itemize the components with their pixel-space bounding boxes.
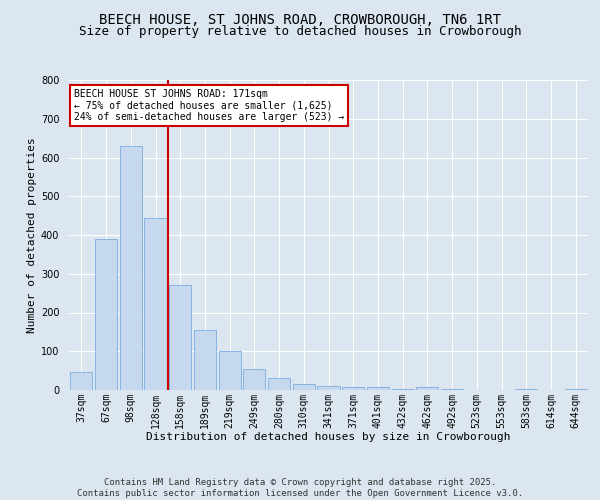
Text: Size of property relative to detached houses in Crowborough: Size of property relative to detached ho…	[79, 25, 521, 38]
Bar	[392, 389, 414, 390]
Bar	[441, 389, 463, 390]
Bar	[565, 389, 587, 390]
Bar	[119, 146, 142, 390]
Bar	[416, 387, 439, 390]
Bar	[317, 386, 340, 390]
Bar	[515, 389, 538, 390]
Bar	[70, 372, 92, 390]
Bar	[243, 368, 265, 390]
Text: BEECH HOUSE, ST JOHNS ROAD, CROWBOROUGH, TN6 1RT: BEECH HOUSE, ST JOHNS ROAD, CROWBOROUGH,…	[99, 12, 501, 26]
Bar	[367, 387, 389, 390]
Bar	[218, 351, 241, 390]
Bar	[169, 286, 191, 390]
Bar	[145, 218, 167, 390]
Y-axis label: Number of detached properties: Number of detached properties	[26, 137, 37, 333]
Bar	[268, 378, 290, 390]
Bar	[293, 384, 315, 390]
Bar	[95, 239, 117, 390]
Text: BEECH HOUSE ST JOHNS ROAD: 171sqm
← 75% of detached houses are smaller (1,625)
2: BEECH HOUSE ST JOHNS ROAD: 171sqm ← 75% …	[74, 90, 344, 122]
Text: Contains HM Land Registry data © Crown copyright and database right 2025.
Contai: Contains HM Land Registry data © Crown c…	[77, 478, 523, 498]
Bar	[342, 388, 364, 390]
Bar	[194, 330, 216, 390]
X-axis label: Distribution of detached houses by size in Crowborough: Distribution of detached houses by size …	[146, 432, 511, 442]
